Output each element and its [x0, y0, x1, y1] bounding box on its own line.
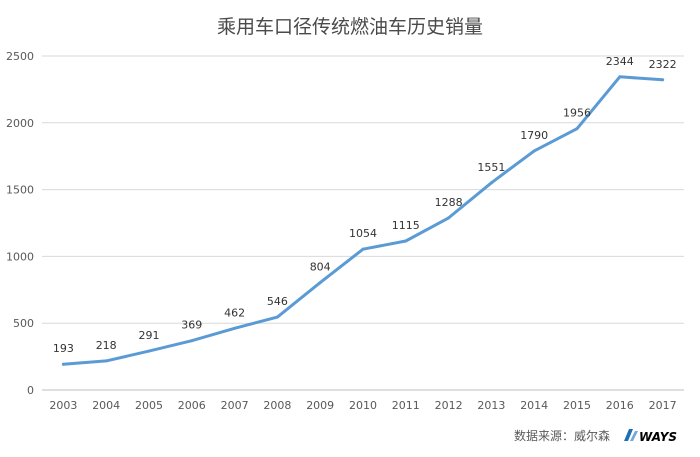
x-tick-label: 2004 — [92, 399, 120, 412]
y-tick-label: 2500 — [6, 50, 34, 63]
x-tick-label: 2008 — [263, 399, 291, 412]
data-label: 369 — [181, 319, 202, 332]
data-point — [275, 315, 279, 319]
data-label: 2344 — [606, 55, 634, 68]
data-label: 291 — [139, 329, 160, 342]
data-point — [318, 281, 322, 285]
data-point — [361, 247, 365, 251]
data-label: 193 — [53, 342, 74, 355]
data-label: 1956 — [563, 107, 591, 120]
chart-title: 乘用车口径传统燃油车历史销量 — [217, 16, 483, 38]
data-point — [489, 181, 493, 185]
data-label: 1551 — [477, 161, 505, 174]
data-label: 2322 — [649, 58, 677, 71]
y-axis-ticks: 0 500 1000 1500 2000 2500 — [6, 50, 34, 397]
data-label: 1790 — [520, 129, 548, 142]
ways-logo: WAYS — [624, 429, 677, 444]
data-label: 218 — [96, 339, 117, 352]
data-point — [233, 326, 237, 330]
y-tick-label: 500 — [13, 317, 34, 330]
logo-mark-icon — [624, 429, 633, 441]
data-labels: 193 218 291 369 462 546 804 1054 1115 1288 1551 179… — [53, 55, 677, 355]
x-tick-label: 2009 — [306, 399, 334, 412]
y-tick-label: 1000 — [6, 250, 34, 263]
gridlines — [42, 55, 684, 391]
data-point — [618, 75, 622, 79]
data-point — [404, 239, 408, 243]
x-tick-label: 2014 — [520, 399, 548, 412]
y-tick-label: 0 — [27, 384, 34, 397]
x-tick-label: 2017 — [649, 399, 677, 412]
data-point — [575, 127, 579, 131]
data-label: 804 — [310, 261, 331, 274]
data-point — [104, 359, 108, 363]
x-tick-label: 2013 — [477, 399, 505, 412]
data-label: 1288 — [435, 196, 463, 209]
x-tick-label: 2011 — [392, 399, 420, 412]
logo-text: WAYS — [639, 430, 677, 444]
data-label: 546 — [267, 295, 288, 308]
data-label: 462 — [224, 306, 245, 319]
x-tick-label: 2005 — [135, 399, 163, 412]
data-label: 1115 — [392, 219, 420, 232]
x-tick-label: 2015 — [563, 399, 591, 412]
x-tick-label: 2012 — [435, 399, 463, 412]
x-tick-label: 2003 — [49, 399, 77, 412]
data-label: 1054 — [349, 227, 377, 240]
x-tick-label: 2010 — [349, 399, 377, 412]
y-tick-label: 2000 — [6, 117, 34, 130]
source-note: 数据来源：威尔森 — [514, 428, 610, 443]
data-point — [661, 78, 665, 82]
logo-stripe-icon — [630, 431, 638, 441]
data-point — [447, 216, 451, 220]
data-point — [61, 362, 65, 366]
y-tick-label: 1500 — [6, 184, 34, 197]
series-layer — [61, 75, 665, 366]
data-point — [190, 339, 194, 343]
x-axis-ticks: 2003 2004 2005 2006 2007 2008 2009 2010 2011 2012… — [49, 399, 676, 412]
x-tick-label: 2007 — [221, 399, 249, 412]
x-tick-label: 2006 — [178, 399, 206, 412]
data-point — [147, 349, 151, 353]
series-line — [61, 75, 665, 366]
x-tick-label: 2016 — [606, 399, 634, 412]
data-point — [532, 149, 536, 153]
